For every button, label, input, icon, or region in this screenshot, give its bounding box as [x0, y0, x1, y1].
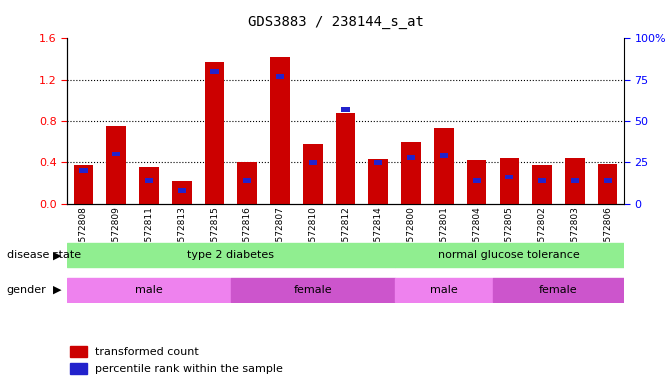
Bar: [538, 178, 546, 183]
Text: gender: gender: [7, 285, 46, 295]
Bar: [243, 178, 252, 183]
Text: normal glucose tolerance: normal glucose tolerance: [438, 250, 580, 260]
Bar: [565, 158, 584, 204]
Bar: [401, 142, 421, 204]
Text: type 2 diabetes: type 2 diabetes: [187, 250, 274, 260]
Bar: [571, 178, 579, 183]
Text: disease state: disease state: [7, 250, 81, 260]
Bar: [374, 160, 382, 165]
Bar: [395, 243, 624, 268]
Bar: [231, 278, 395, 302]
Bar: [467, 160, 486, 204]
Bar: [172, 181, 192, 204]
Bar: [336, 113, 356, 204]
Text: ▶: ▶: [53, 250, 61, 260]
Bar: [342, 107, 350, 112]
Bar: [440, 153, 448, 158]
Bar: [70, 363, 87, 374]
Text: ▶: ▶: [53, 285, 61, 295]
Bar: [139, 167, 159, 204]
Bar: [145, 178, 153, 183]
Bar: [74, 166, 93, 204]
Bar: [598, 164, 617, 204]
Text: male: male: [430, 285, 458, 295]
Bar: [205, 62, 224, 204]
Bar: [211, 69, 219, 74]
Bar: [499, 158, 519, 204]
Bar: [493, 278, 624, 302]
Bar: [303, 144, 323, 204]
Bar: [238, 162, 257, 204]
Text: female: female: [539, 285, 578, 295]
Bar: [603, 178, 612, 183]
Bar: [407, 155, 415, 160]
Text: GDS3883 / 238144_s_at: GDS3883 / 238144_s_at: [248, 15, 423, 29]
Bar: [395, 278, 493, 302]
Bar: [434, 128, 454, 204]
Bar: [70, 346, 87, 357]
Bar: [276, 74, 284, 79]
Bar: [270, 57, 290, 204]
Bar: [67, 243, 395, 268]
Bar: [178, 188, 186, 193]
Bar: [532, 166, 552, 204]
Bar: [368, 159, 388, 204]
Text: female: female: [293, 285, 332, 295]
Bar: [79, 168, 88, 173]
Bar: [472, 178, 480, 183]
Bar: [309, 160, 317, 165]
Text: male: male: [135, 285, 163, 295]
Text: percentile rank within the sample: percentile rank within the sample: [95, 364, 282, 374]
Bar: [112, 152, 120, 156]
Text: transformed count: transformed count: [95, 347, 199, 357]
Bar: [107, 126, 126, 204]
Bar: [505, 175, 513, 179]
Bar: [67, 278, 231, 302]
